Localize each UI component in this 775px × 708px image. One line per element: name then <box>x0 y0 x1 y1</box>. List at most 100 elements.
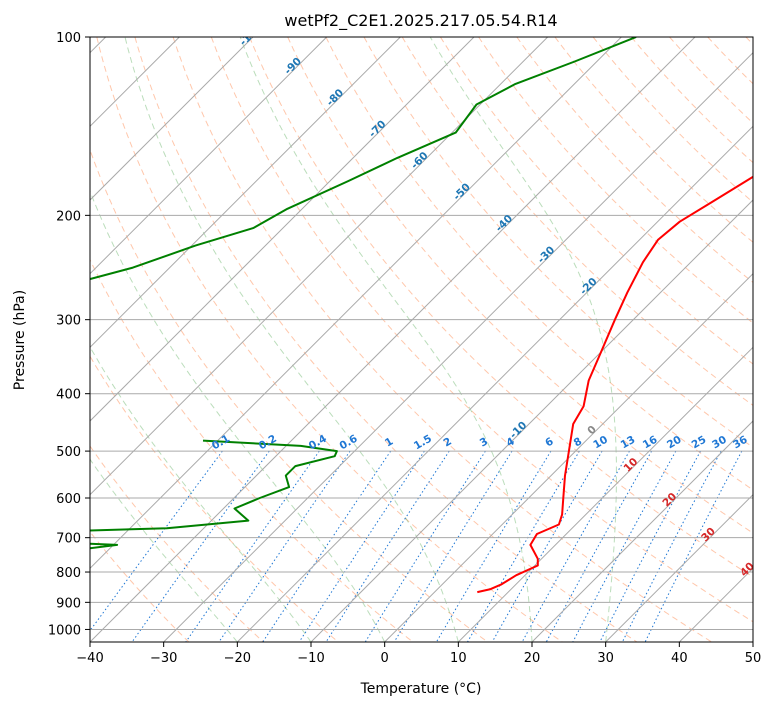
isotherm <box>605 493 753 642</box>
dry-adiabat <box>210 37 753 623</box>
isotherm-label: 40 <box>738 560 757 579</box>
isotherm <box>384 272 753 642</box>
isotherm-label: -40 <box>493 213 515 235</box>
isotherm <box>236 125 753 642</box>
x-tick-label: 30 <box>597 651 614 666</box>
mixing-ratio-label: 36 <box>731 434 750 452</box>
moist-adiabat <box>90 189 386 642</box>
y-tick-label: 900 <box>56 596 81 611</box>
x-tick-label: −30 <box>150 651 177 666</box>
chart-title: wetPf2_C2E1.2025.217.05.54.R14 <box>284 11 557 31</box>
mixing-ratio-label: 8 <box>572 435 584 449</box>
mixing-ratio-line <box>621 450 722 642</box>
isotherm-label: 0 <box>585 423 599 437</box>
isotherm-label: -30 <box>535 244 557 266</box>
moist-adiabat <box>429 37 617 642</box>
mixing-ratio-line <box>572 450 677 642</box>
y-axis-label: Pressure (hPa) <box>12 290 28 390</box>
x-axis-label: Temperature (°C) <box>360 681 482 697</box>
dry-adiabat <box>249 37 753 578</box>
mixing-ratio-line <box>218 450 351 642</box>
isotherm-label: -80 <box>324 87 346 109</box>
isotherm-label: 10 <box>622 456 641 475</box>
isotherm <box>90 37 696 642</box>
isotherm <box>678 567 753 642</box>
x-tick-label: −10 <box>297 651 324 666</box>
dry-adiabat <box>439 37 753 365</box>
mixing-ratio-line <box>185 450 320 642</box>
dry-adiabat <box>669 37 753 124</box>
y-tick-label: 700 <box>56 532 81 547</box>
x-tick-label: 0 <box>381 651 389 666</box>
isotherm <box>90 37 475 422</box>
isotherm-label: -70 <box>367 118 389 140</box>
x-tick-label: −40 <box>76 651 103 666</box>
y-tick-label: 300 <box>56 314 81 329</box>
moist-adiabat <box>239 37 533 642</box>
isotherm-label: 30 <box>699 525 718 544</box>
y-tick-label: 200 <box>56 209 81 224</box>
x-tick-label: 50 <box>745 651 762 666</box>
temperature-profile <box>477 175 753 594</box>
y-axis: 100 200 300 400 500 600 700 800 900 1000 <box>48 31 90 638</box>
dry-adiabat <box>172 37 712 642</box>
y-tick-label: 100 <box>56 31 81 46</box>
y-tick-label: 600 <box>56 492 81 507</box>
mixing-ratio-label: 1 <box>383 435 395 449</box>
x-tick-label: −20 <box>224 651 251 666</box>
isotherm <box>90 37 549 496</box>
mixing-ratio-label: 20 <box>665 434 684 452</box>
mixing-ratio-label: 16 <box>641 434 660 452</box>
x-tick-label: 10 <box>450 651 467 666</box>
y-tick-label: 800 <box>56 566 81 581</box>
isotherm-label: -90 <box>282 55 304 77</box>
y-tick-label: 500 <box>56 445 81 460</box>
isotherm-label: 20 <box>660 491 679 510</box>
moist-adiabat <box>90 458 238 642</box>
mixing-ratio-line <box>644 450 743 642</box>
mixing-ratio-label: 25 <box>690 434 709 452</box>
moist-adiabat <box>90 346 312 642</box>
isotherm-label: -100 <box>237 21 264 48</box>
plot-frame <box>89 36 754 643</box>
isotherm <box>90 37 328 275</box>
isotherm-label: -50 <box>451 181 473 203</box>
mixing-ratio-line <box>435 450 552 642</box>
dry-adiabat <box>90 258 414 642</box>
y-tick-label: 400 <box>56 388 81 403</box>
mixing-ratio-line <box>545 450 653 642</box>
dry-adiabat <box>90 148 488 642</box>
isotherm <box>752 641 753 642</box>
isotherm <box>90 37 401 349</box>
mixing-ratio-line <box>262 450 392 642</box>
mixing-ratio-label: 0.2 <box>257 433 279 453</box>
mixing-ratio-label: 6 <box>543 435 555 449</box>
mixing-ratio-line <box>364 450 486 642</box>
isotherm <box>310 199 753 642</box>
isotherm <box>457 346 753 642</box>
x-tick-label: 20 <box>524 651 541 666</box>
mixing-ratio-line <box>131 450 270 642</box>
isotherm <box>90 37 622 570</box>
mixing-ratio-line <box>491 450 603 642</box>
mixing-ratio-line <box>90 450 223 632</box>
y-tick-label: 1000 <box>48 623 81 638</box>
dewpoint-profile <box>90 37 637 550</box>
isotherm <box>531 420 753 642</box>
mixing-ratio-line <box>467 450 580 642</box>
isotherm <box>90 37 254 201</box>
x-tick-label: 40 <box>671 651 688 666</box>
isotherm-label: -20 <box>578 276 600 298</box>
dry-adiabat <box>478 37 753 324</box>
x-axis: −40 −30 −20 −10 0 10 20 30 40 50 <box>76 642 761 666</box>
isotherm <box>163 51 753 642</box>
dry-adiabat <box>287 37 753 534</box>
dry-adiabat <box>134 37 638 642</box>
mixing-ratio-line <box>298 450 425 642</box>
dry-adiabat <box>90 531 190 642</box>
dry-adiabat <box>745 37 753 46</box>
dry-adiabat <box>90 445 264 642</box>
mixing-ratio-line <box>521 450 630 642</box>
isotherm-label: -60 <box>409 150 431 172</box>
